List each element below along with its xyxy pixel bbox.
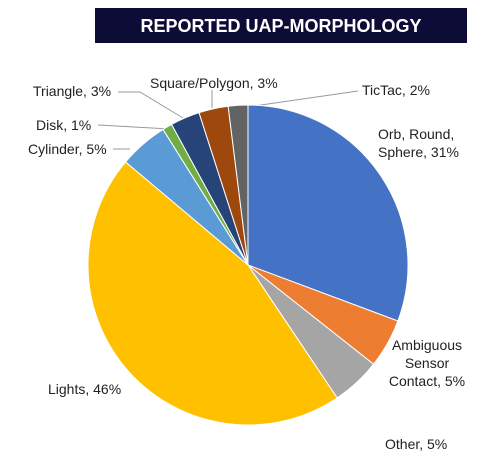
data-label: Square/Polygon, 3% xyxy=(150,75,278,91)
data-label: Lights, 46% xyxy=(48,381,121,397)
leader-line xyxy=(118,91,184,119)
leader-line xyxy=(97,124,171,130)
chart-title: REPORTED UAP-MORPHOLOGY xyxy=(140,16,421,36)
data-label: Orb, Round, Sphere, 31% xyxy=(378,126,459,160)
data-label: Triangle, 3% xyxy=(33,83,111,99)
data-label: Other, 5% xyxy=(385,436,447,452)
label-line: Contact, 5% xyxy=(389,373,465,389)
label-line: Orb, Round, xyxy=(378,126,454,142)
data-label: TicTac, 2% xyxy=(362,82,430,98)
label-line: Ambiguous xyxy=(392,337,462,353)
pie-slice xyxy=(227,104,249,266)
data-label: Ambiguous Sensor Contact, 5% xyxy=(389,337,465,389)
data-label: Cylinder, 5% xyxy=(28,141,107,157)
data-label: Disk, 1% xyxy=(36,117,91,133)
label-line: Sensor xyxy=(405,355,450,371)
title-bar xyxy=(95,8,467,43)
label-line: Sphere, 31% xyxy=(378,144,459,160)
pie-slice xyxy=(247,104,409,322)
pie-slice xyxy=(87,161,338,426)
